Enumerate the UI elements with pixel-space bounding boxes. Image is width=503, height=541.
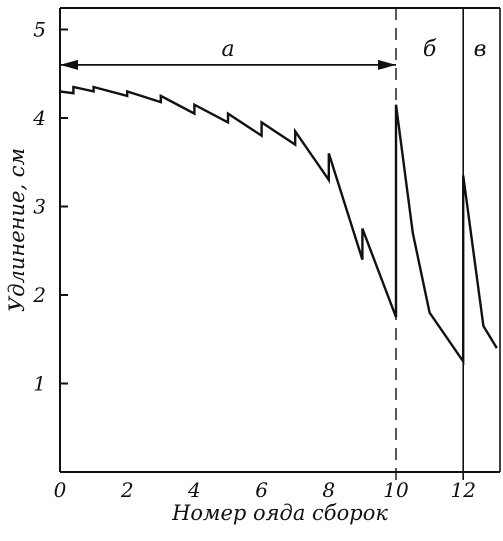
region-label-2: в	[474, 37, 487, 62]
series-layer	[59, 85, 498, 366]
x-tick-label: 10	[383, 478, 409, 502]
x-tick-label: 2	[120, 478, 134, 502]
y-tick-label: 3	[33, 195, 46, 219]
region-label-0: a	[221, 37, 234, 62]
ticks	[60, 28, 68, 385]
region-label-1: б	[423, 37, 437, 62]
y-axis-title: Удлинение, см	[5, 148, 29, 312]
region-a-arrow	[60, 59, 396, 70]
arrow-head-left	[60, 59, 78, 70]
series-line-0	[59, 85, 498, 366]
x-tick-label: 12	[450, 478, 475, 502]
x-tick-label: 0	[54, 478, 67, 502]
x-axis-title: Номер ояда сборок	[171, 501, 388, 525]
y-tick-label: 4	[32, 106, 46, 130]
arrow-head-right	[378, 59, 396, 70]
x-tick-label: 8	[322, 478, 335, 502]
axes	[59, 7, 500, 473]
y-tick-label: 1	[33, 372, 46, 396]
region-dividers	[395, 8, 501, 480]
y-tick-label: 2	[32, 283, 46, 307]
x-tick-label: 6	[255, 478, 268, 502]
y-tick-label: 5	[33, 18, 46, 42]
x-tick-label: 4	[187, 478, 201, 502]
